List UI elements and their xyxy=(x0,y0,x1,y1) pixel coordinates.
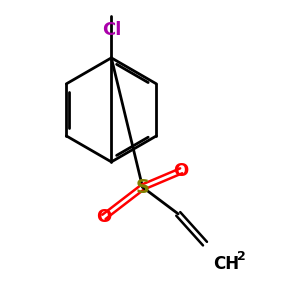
Text: S: S xyxy=(136,178,150,197)
Text: Cl: Cl xyxy=(102,21,121,39)
Text: CH: CH xyxy=(213,255,239,273)
Text: 2: 2 xyxy=(237,250,246,263)
Text: O: O xyxy=(96,208,112,226)
Text: O: O xyxy=(174,162,189,180)
